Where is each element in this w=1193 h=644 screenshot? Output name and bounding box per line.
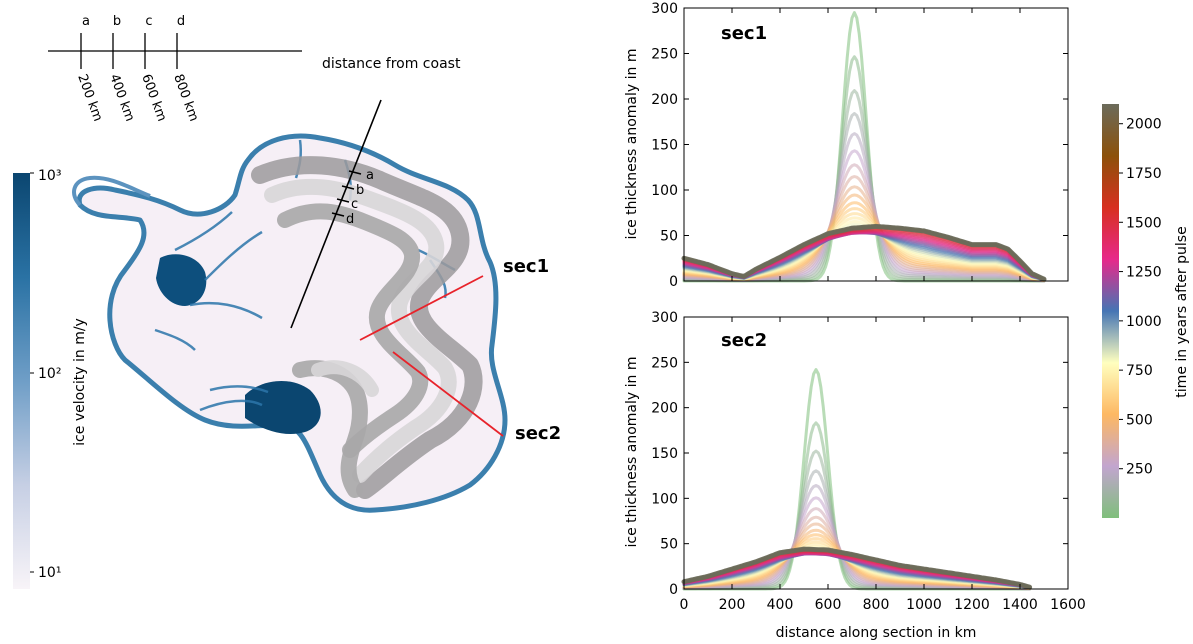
xlabel-sec2: distance along section in km: [776, 625, 977, 641]
time-tick-label: 2000: [1126, 117, 1162, 133]
chart-title-sec2: sec2: [721, 330, 767, 351]
scale-distance-800: 800 km: [170, 72, 201, 123]
y-tick-label: 300: [651, 1, 678, 17]
time-tick-label: 500: [1126, 412, 1153, 428]
section-label-sec2: sec2: [515, 423, 561, 444]
axes-ticks-sec2: 0 50 100 150 200 250 300 0 200 400 600 800 1000 1200 1…: [651, 310, 1086, 613]
chart-sec1: 0 50 100 150 200 250 300 sec1 ice thickness an…: [624, 1, 1069, 290]
x-tick-label: 1000: [906, 597, 942, 613]
y-tick-label: 100: [651, 491, 678, 507]
scale-distance-400: 400 km: [106, 72, 137, 123]
x-tick-label: 1600: [1050, 597, 1086, 613]
y-tick-label: 150: [651, 138, 678, 154]
y-tick-label: 250: [651, 47, 678, 63]
y-tick-label: 300: [651, 310, 678, 326]
y-tick-label: 200: [651, 92, 678, 108]
velocity-tick-10: 10¹: [38, 565, 61, 581]
transect-letter-c: c: [351, 197, 358, 212]
scale-distance-600: 600 km: [138, 72, 169, 123]
transect-letter-a: a: [366, 168, 374, 183]
distance-contours: [251, 156, 483, 499]
y-tick-label: 50: [660, 537, 678, 553]
time-tick-label: 1750: [1126, 166, 1162, 182]
scale-letter-a: a: [82, 14, 90, 29]
axes-ticks-sec1: 0 50 100 150 200 250 300: [651, 1, 1069, 290]
velocity-colorbar: 10³ 10² 10¹ ice velocity in m/y: [13, 168, 88, 589]
velocity-colorbar-bar: [13, 173, 30, 589]
x-tick-label: 600: [815, 597, 842, 613]
chart-sec2: 0 50 100 150 200 250 300 0 200 400 600 800 1000 1200 1…: [624, 310, 1086, 641]
transect-letters: a b c d: [346, 168, 374, 227]
section-line-sec2: [392, 351, 504, 437]
ylabel-sec1: ice thickness anomaly in m: [624, 49, 640, 240]
series-line: [681, 223, 1047, 282]
y-tick-label: 200: [651, 401, 678, 417]
transect-letter-b: b: [356, 183, 364, 198]
y-tick-label: 0: [669, 274, 678, 290]
time-tick-label: 1500: [1126, 215, 1162, 231]
time-colorbar-ticks: 250 500 750 1000 1250 1500 1750 2000: [1119, 117, 1162, 478]
x-tick-label: 200: [719, 597, 746, 613]
time-tick-label: 1000: [1126, 314, 1162, 330]
velocity-tick-100: 10²: [38, 366, 61, 382]
time-colorbar: 250 500 750 1000 1250 1500 1750 2000 time in ye…: [1102, 104, 1190, 518]
velocity-colorbar-label: ice velocity in m/y: [72, 318, 88, 446]
y-tick-label: 250: [651, 355, 678, 371]
distance-scale: a b c d 200 km 400 km 600 km 800 km dist…: [48, 14, 461, 124]
series-line: [681, 546, 1033, 590]
series-lines-sec2: [681, 368, 1033, 591]
time-colorbar-bar: [1102, 104, 1119, 518]
x-tick-label: 800: [863, 597, 890, 613]
section-label-sec1: sec1: [503, 256, 549, 277]
y-tick-label: 50: [660, 229, 678, 245]
scale-letter-d: d: [177, 14, 185, 29]
peninsula-shape: [72, 175, 151, 207]
axes-frame-sec2: [683, 316, 1069, 590]
time-colorbar-label: time in years after pulse: [1174, 226, 1190, 397]
scale-distance-200: 200 km: [74, 72, 105, 123]
axes-frame-sec1: [683, 7, 1069, 282]
series-lines-sec1: [681, 11, 1047, 283]
transect-letter-d: d: [346, 212, 354, 227]
chart-title-sec1: sec1: [721, 23, 767, 44]
x-tick-label: 0: [680, 597, 689, 613]
x-tick-label: 1200: [954, 597, 990, 613]
time-tick-label: 250: [1126, 462, 1153, 478]
x-tick-label: 400: [767, 597, 794, 613]
y-tick-label: 0: [669, 582, 678, 598]
ylabel-sec2: ice thickness anomaly in m: [624, 357, 640, 548]
scale-caption: distance from coast: [322, 56, 461, 72]
antarctica-map: a b c d sec1 sec2: [72, 99, 561, 513]
time-tick-label: 1250: [1126, 265, 1162, 281]
y-tick-label: 150: [651, 446, 678, 462]
ronne-ice-shelf: [156, 254, 207, 306]
transect-ticks: [331, 170, 362, 217]
x-tick-label: 1400: [1002, 597, 1038, 613]
velocity-tick-1000: 10³: [38, 168, 61, 184]
y-tick-label: 100: [651, 183, 678, 199]
scale-letter-b: b: [113, 14, 121, 29]
scale-letter-c: c: [145, 14, 152, 29]
ross-ice-shelf: [245, 380, 321, 435]
section-line-sec1: [359, 275, 484, 341]
time-tick-label: 750: [1126, 363, 1153, 379]
